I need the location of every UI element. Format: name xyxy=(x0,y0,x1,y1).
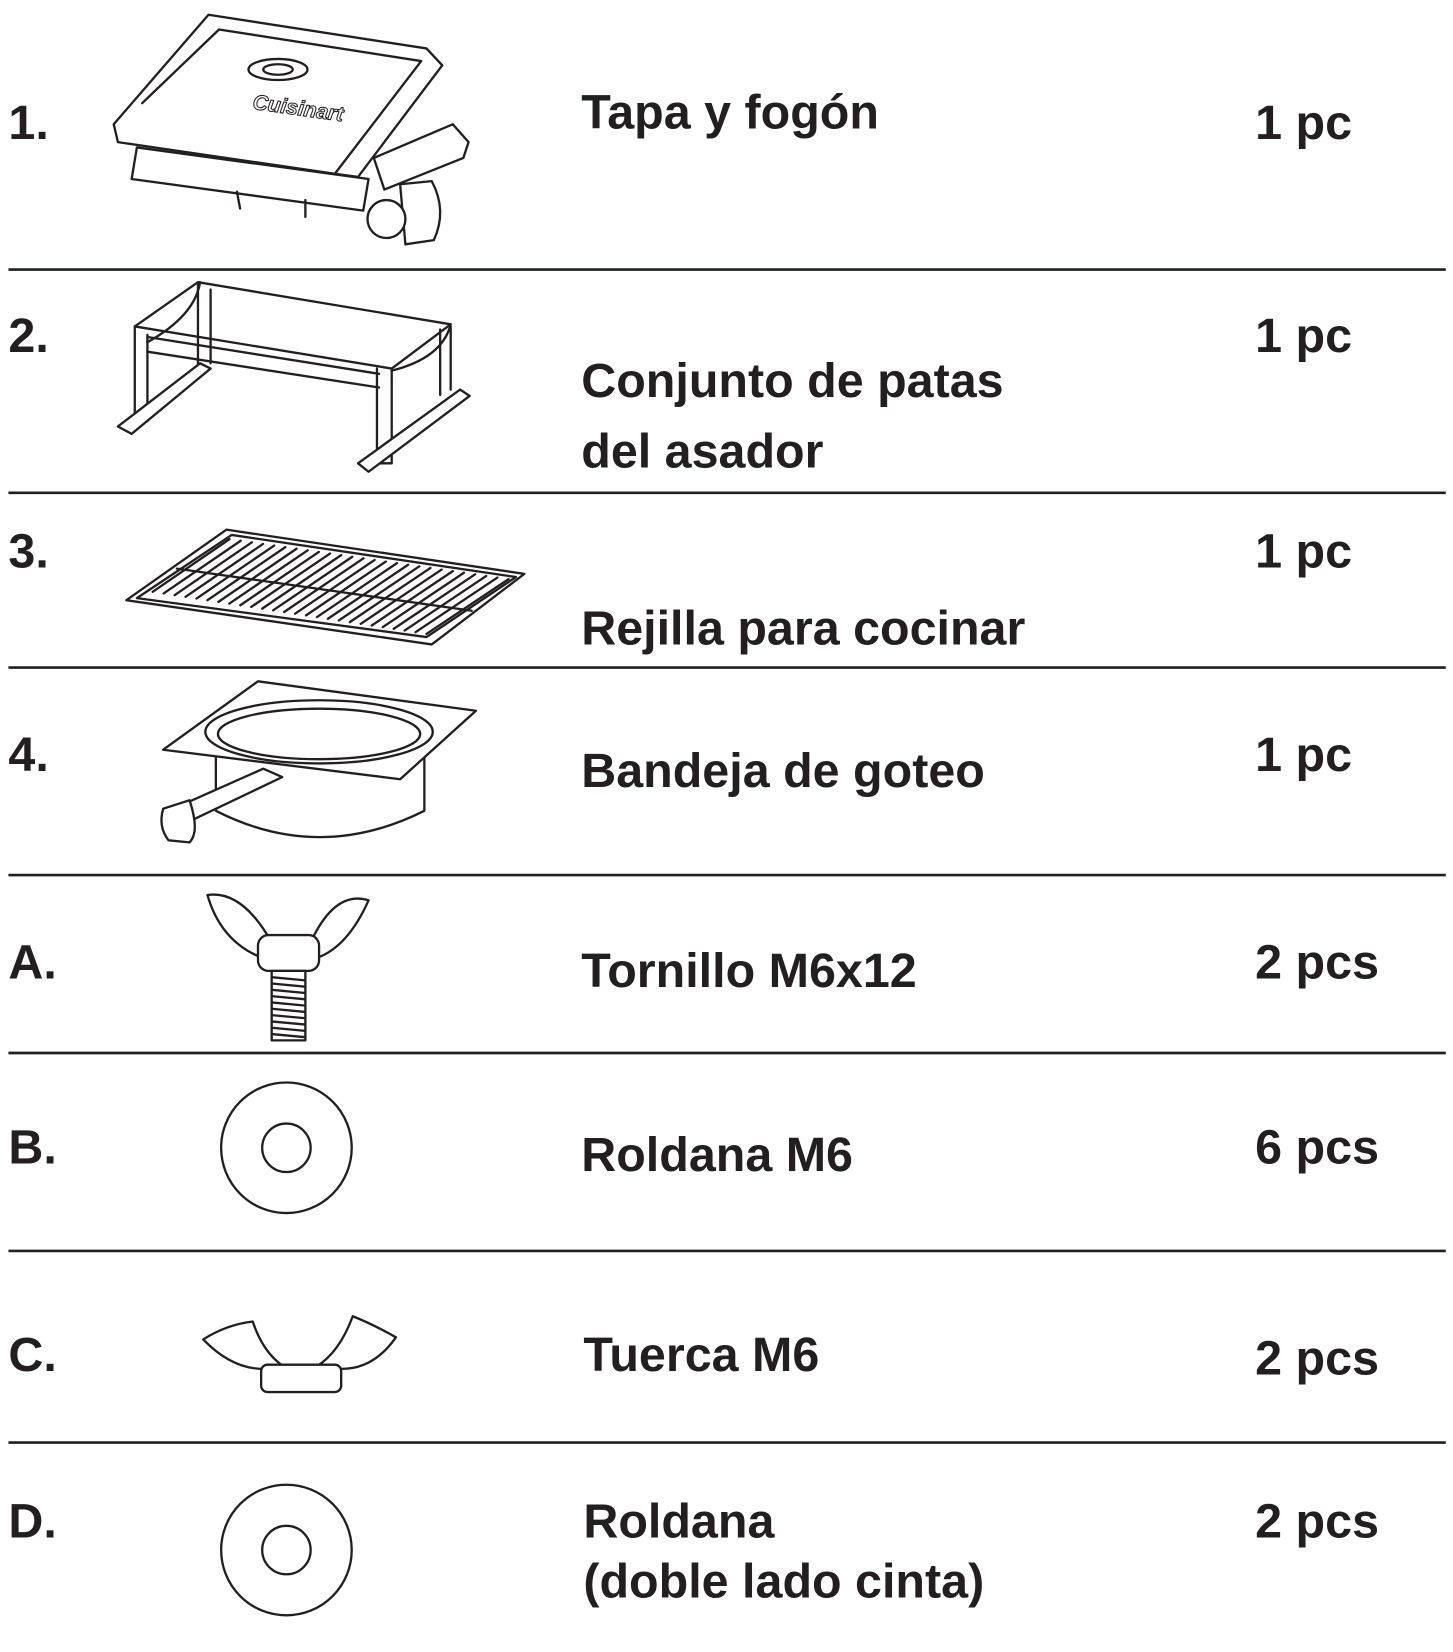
part-number: 4. xyxy=(8,728,48,782)
part-number: D. xyxy=(8,1495,56,1549)
thread xyxy=(270,976,307,982)
grate-bar xyxy=(282,557,365,614)
grate-bar xyxy=(337,565,421,622)
thread xyxy=(270,1007,307,1014)
part-quantity: 2 pcs xyxy=(1255,1331,1379,1385)
part-name: Bandeja de goteo xyxy=(581,744,985,798)
part-quantity: 1 pc xyxy=(1255,96,1352,150)
grate-bar xyxy=(348,566,432,624)
grate-bar xyxy=(250,552,332,609)
part-number: C. xyxy=(8,1328,56,1382)
grill-illustration: Cuisinart xyxy=(112,13,470,246)
grate-bar xyxy=(261,553,343,610)
part-name: Conjunto de patas xyxy=(581,354,1003,408)
part-quantity: 1 pc xyxy=(1255,525,1352,579)
grate-bar xyxy=(392,573,477,631)
part-quantity: 1 pc xyxy=(1255,728,1352,782)
content: Cuisinart 1. Tapa y f xyxy=(8,13,1446,1617)
wing-nut-illustration xyxy=(202,1315,398,1394)
washer-illustration xyxy=(219,1081,353,1215)
thread xyxy=(270,982,307,988)
part-name: (doble lado cinta) xyxy=(583,1555,984,1609)
grate-illustration xyxy=(125,528,526,646)
part-number: 3. xyxy=(8,525,48,579)
grate-bar xyxy=(381,571,466,629)
grate-bar xyxy=(206,545,287,602)
grate-bar xyxy=(304,560,387,617)
grate-bar xyxy=(195,544,276,600)
part-quantity: 2 pcs xyxy=(1255,1495,1379,1549)
part-quantity: 1 pc xyxy=(1255,309,1352,363)
grate-bar xyxy=(315,561,399,619)
grate-bar xyxy=(425,577,510,636)
grate-bar xyxy=(217,547,298,604)
grate-bar xyxy=(239,550,321,607)
grate-bar xyxy=(228,549,309,605)
grate-bar xyxy=(326,563,410,620)
thread xyxy=(270,1013,307,1020)
grate-bar xyxy=(293,558,376,615)
separators xyxy=(8,268,1446,1444)
thread xyxy=(270,1026,307,1033)
texts: 1. Tapa y fogón 1 pc 2. Conjunto de patas del… xyxy=(8,86,1379,1609)
thread xyxy=(270,994,307,1001)
grate-bar xyxy=(162,539,242,595)
part-name: Roldana M6 xyxy=(581,1128,853,1182)
bolt-illustration xyxy=(206,893,370,1042)
grate-bar xyxy=(173,541,254,597)
thread xyxy=(270,1001,307,1007)
grate-bar xyxy=(370,569,454,627)
grate-bar xyxy=(151,537,231,593)
part-number: 2. xyxy=(8,309,48,363)
part-name: Tornillo M6x12 xyxy=(581,944,916,998)
grate-bar xyxy=(359,568,443,625)
part-quantity: 6 pcs xyxy=(1255,1121,1379,1175)
part-name: Roldana xyxy=(583,1495,775,1549)
grate-bar xyxy=(271,555,354,612)
legs-illustration xyxy=(116,281,471,473)
part-name: Rejilla para cocinar xyxy=(581,602,1025,656)
part-name: del asador xyxy=(581,425,823,479)
part-name: Tapa y fogón xyxy=(581,86,879,140)
grate-bar xyxy=(184,542,265,598)
part-number: 1. xyxy=(8,96,48,150)
thread xyxy=(270,1020,307,1026)
drip-pan-illustration xyxy=(160,680,478,844)
thread xyxy=(270,1032,307,1039)
thread xyxy=(270,988,307,995)
part-name: Tuerca M6 xyxy=(583,1328,819,1382)
part-number: B. xyxy=(8,1121,56,1175)
washer-illustration xyxy=(219,1483,353,1617)
grate-bar xyxy=(414,576,499,634)
grate-bar xyxy=(403,574,488,632)
part-quantity: 2 pcs xyxy=(1255,935,1379,989)
part-number: A. xyxy=(8,935,56,989)
